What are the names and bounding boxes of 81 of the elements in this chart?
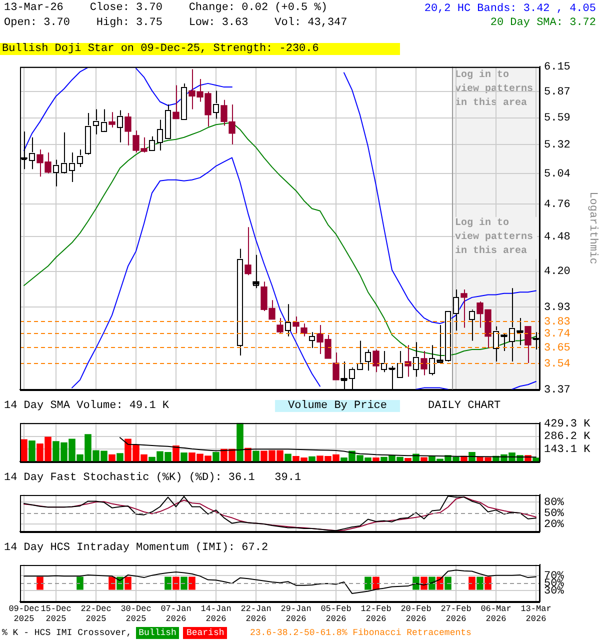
text: 20,2 HC Bands: 3.42 , 4.05 xyxy=(424,2,596,16)
chart-title: 14 Day Fast Stochastic (%K) (%D): 36.1 39.1 xyxy=(4,472,302,484)
candlestick xyxy=(460,288,468,328)
x-tick-label: 15-Dec 2025 xyxy=(40,604,72,624)
y-tick-label: 4.48 xyxy=(544,232,570,244)
bar xyxy=(212,452,220,462)
x-tick-label: 22-Jan 2026 xyxy=(240,604,272,624)
bar xyxy=(244,448,252,462)
y-tick-label: 4.20 xyxy=(544,266,570,278)
text: 23.6-38.2-50-61.8% Fibonacci Retracements xyxy=(250,627,472,639)
text: Bullish xyxy=(136,627,180,639)
candlestick xyxy=(332,352,340,380)
bar xyxy=(172,445,180,462)
bar xyxy=(28,440,36,462)
ref-line-label: 3.54 xyxy=(544,358,571,370)
bar xyxy=(236,422,244,462)
ref-line-label: 3.74 xyxy=(544,328,571,340)
candlestick xyxy=(524,326,532,364)
y-tick-label: 3.37 xyxy=(544,384,570,396)
bar xyxy=(372,458,380,462)
ref-line-label: 3.65 xyxy=(544,342,570,354)
y-tick-label: 286.2 K xyxy=(544,431,591,444)
text: 20 Day SMA: 3.72 xyxy=(489,16,596,30)
y-axis-title: Logarithmic xyxy=(586,192,598,264)
y-tick-label: 80% xyxy=(544,496,564,509)
candlestick xyxy=(300,323,308,337)
y-tick-label: 5.32 xyxy=(544,139,570,152)
chart-title: 13-Mar-26 Close: 3.70 Change: 0.02 (+0.5 %) xyxy=(4,2,328,14)
chart-title: 14 Day SMA Volume: 49.1 K xyxy=(4,400,170,412)
candlestick xyxy=(308,332,316,349)
y-tick-label: 5.04 xyxy=(544,168,571,180)
chart-subtitle: Open: 3.70 High: 3.75 Low: 3.63 Vol: 43,347 xyxy=(4,17,348,29)
chart-title: 14 Day HCS Intraday Momentum (IMI): 67.2 xyxy=(4,542,268,554)
text: Bullish Doji Star on 09-Dec-25, Strength: -230.6 xyxy=(0,43,400,55)
bar xyxy=(404,458,412,462)
y-tick-label: 5.87 xyxy=(544,86,570,99)
candlestick xyxy=(364,349,372,372)
y-tick-label: 50% xyxy=(544,508,564,520)
y-tick-label: 429.3 K xyxy=(544,418,591,431)
x-tick-label: 22-Dec 2025 xyxy=(80,604,112,624)
x-tick-label: 09-Dec 2025 xyxy=(8,604,40,624)
bar xyxy=(108,454,116,462)
ref-line-label: 3.83 xyxy=(544,316,570,328)
y-tick-label: 6.15 xyxy=(544,62,570,74)
candlestick xyxy=(372,349,380,373)
text: Bearish xyxy=(183,627,228,639)
x-tick-label: 29-Jan 2026 xyxy=(280,604,312,624)
y-tick-label: 4.76 xyxy=(544,198,570,211)
candlestick xyxy=(276,317,284,334)
x-tick-label: 30-Dec 2025 xyxy=(120,604,152,624)
candlestick xyxy=(420,350,428,376)
candlestick xyxy=(124,112,132,146)
x-tick-label: 13-Mar 2026 xyxy=(520,604,552,624)
bar xyxy=(116,453,124,462)
x-tick-label: 12-Feb 2026 xyxy=(360,604,392,624)
bar xyxy=(308,456,316,462)
y-tick-label: 143.1 K xyxy=(544,444,591,456)
x-tick-label: 20-Feb 2026 xyxy=(400,604,432,624)
y-tick-label: 5.59 xyxy=(544,112,570,125)
candlestick xyxy=(172,84,180,120)
x-tick-label: 06-Mar 2026 xyxy=(480,604,512,624)
x-tick-label: 27-Feb 2026 xyxy=(440,604,472,624)
candlestick xyxy=(404,344,412,378)
y-tick-label: 3.93 xyxy=(544,302,570,314)
bar xyxy=(180,452,188,462)
legend-title: % K - HCS IMI Crossover, xyxy=(2,627,132,639)
text: DAILY CHART xyxy=(428,400,501,412)
bar xyxy=(284,454,292,462)
candlestick xyxy=(108,112,116,128)
x-tick-label: 05-Feb 2026 xyxy=(320,604,352,624)
candlestick xyxy=(292,316,300,334)
candlestick xyxy=(284,304,292,337)
candlestick xyxy=(244,226,252,276)
x-tick-label: 14-Jan 2026 xyxy=(200,604,232,624)
bar xyxy=(252,450,260,462)
y-tick-label: 20% xyxy=(544,518,564,531)
bar xyxy=(20,439,28,462)
x-tick-label: 07-Jan 2026 xyxy=(160,604,192,624)
y-tick-label: 30% xyxy=(544,585,564,598)
text: Volume By Price xyxy=(275,400,400,412)
annotation: Log in to view patterns in this area xyxy=(455,216,537,259)
